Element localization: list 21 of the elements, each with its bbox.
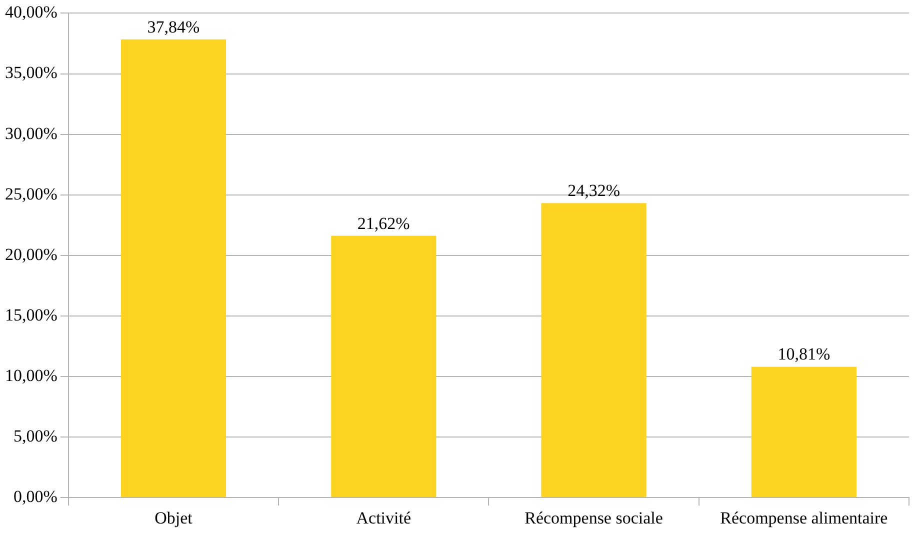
bar	[751, 366, 856, 498]
data-label: 21,62%	[357, 214, 410, 233]
y-tick-label: 20,00%	[4, 244, 58, 264]
y-tick-label: 0,00%	[13, 487, 58, 506]
y-tick-label: 30,00%	[4, 124, 58, 143]
data-label: 10,81%	[778, 344, 830, 364]
y-tick-label: 25,00%	[4, 184, 58, 204]
bar	[120, 39, 226, 498]
y-tick-label: 15,00%	[4, 305, 58, 324]
data-label: 37,84%	[147, 17, 200, 36]
x-tick-label: Activité	[356, 508, 412, 528]
y-tick-label: 5,00%	[13, 426, 58, 446]
x-tick-label: Récompense sociale	[524, 508, 663, 528]
bar	[331, 236, 436, 498]
bar	[541, 203, 646, 498]
data-label: 24,32%	[568, 181, 620, 200]
x-tick-label: Récompense alimentaire	[720, 508, 888, 528]
y-tick-label: 10,00%	[4, 366, 58, 385]
y-tick-label: 40,00%	[4, 2, 58, 22]
y-tick-label: 35,00%	[4, 63, 58, 82]
x-tick-label: Objet	[154, 508, 193, 528]
